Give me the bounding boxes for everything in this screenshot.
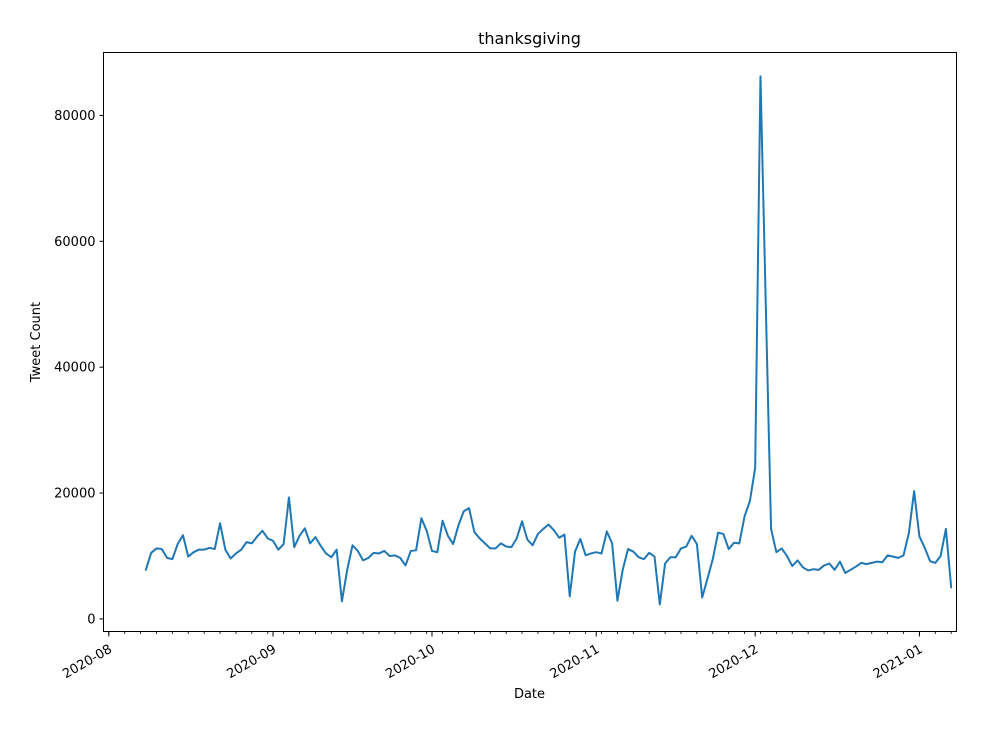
y-tick-label: 40000 bbox=[54, 361, 95, 376]
series-group bbox=[144, 75, 953, 606]
y-tick-label: 0 bbox=[87, 612, 95, 627]
y-tick-label: 20000 bbox=[54, 487, 95, 502]
chart-title: thanksgiving bbox=[478, 29, 581, 48]
y-axis-ticks: 0 20000 40000 60000 80000 bbox=[54, 109, 104, 627]
plot-frame bbox=[103, 52, 957, 632]
y-tick-label: 60000 bbox=[54, 235, 95, 250]
y-axis-label: Tweet Count bbox=[29, 302, 44, 383]
x-axis-label: Date bbox=[514, 687, 545, 702]
y-tick-label: 80000 bbox=[54, 109, 95, 124]
